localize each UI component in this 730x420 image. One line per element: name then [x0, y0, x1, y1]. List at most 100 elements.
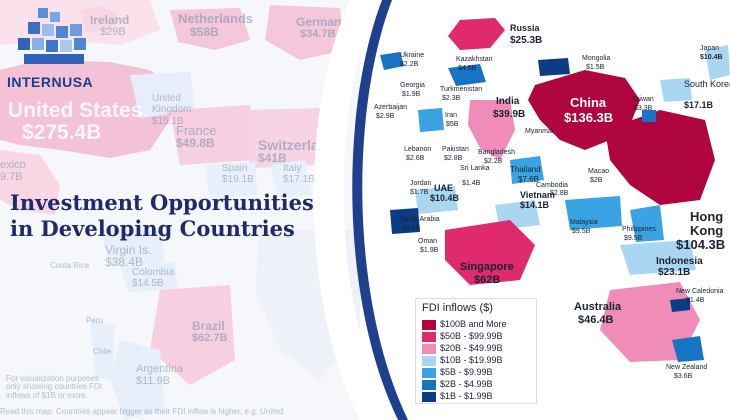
indonesia-value: $23.1B — [658, 267, 691, 278]
vietnam-value: $14.1B — [520, 200, 550, 210]
thailand-value: $7.6B — [518, 175, 539, 184]
us-label: United States — [8, 99, 143, 122]
india-value: $39.9B — [493, 109, 526, 120]
ukraine-label: Ukraine — [400, 52, 425, 59]
mongolia-label: Mongolia — [582, 55, 611, 62]
indonesia-label: Indonesia — [656, 256, 703, 267]
ireland-shape — [80, 6, 118, 32]
australia-label: Australia — [574, 301, 622, 313]
vietnam-label: Vietnam — [520, 190, 555, 200]
mongolia-value: $1.5B — [586, 64, 605, 71]
uae-value: $10.4B — [430, 193, 460, 203]
netherlands-value: $58B — [190, 25, 219, 39]
us-value: $275.4B — [22, 121, 102, 144]
newcaledonia-shape — [670, 298, 690, 312]
mongolia-shape — [538, 58, 570, 76]
legend-label: $5B - $9.99B — [440, 367, 493, 377]
thailand-shape — [510, 156, 544, 184]
mexico-value: 9.7B — [0, 171, 23, 183]
jordan-label: Jordan — [410, 180, 432, 187]
malaysia-value: $9.5B — [572, 228, 591, 235]
netherlands-shape — [170, 8, 250, 50]
newzealand-label: New Zealand — [666, 364, 708, 371]
legend-swatch — [422, 332, 436, 342]
azerbaijan-label: Azerbaijan — [374, 104, 408, 111]
saudi-shape — [390, 208, 420, 234]
lebanon-value: $2.6B — [406, 155, 425, 162]
indonesia-shape — [620, 240, 696, 275]
colombia-shape — [120, 262, 178, 292]
mexico-label: exico — [0, 159, 26, 171]
legend-label: $20B - $49.99B — [440, 343, 503, 353]
brazil-label: Brazil — [192, 319, 225, 333]
bangladesh-label: Bangladesh — [478, 149, 515, 156]
italy-shape — [270, 160, 312, 198]
philippines-label: Philippines — [622, 226, 656, 233]
read-note: Read this map: Countries appear bigger a… — [0, 407, 284, 416]
spain-value: $19.1B — [222, 174, 254, 185]
right-map-shapes — [380, 18, 730, 362]
jordan-value: $1.7B — [410, 189, 429, 196]
pakistan-label: Pakistan — [442, 146, 469, 153]
azerbaijan-value: $2.9B — [376, 113, 395, 120]
russia-shape — [448, 18, 505, 50]
saudi-value: $1.4B — [402, 225, 421, 232]
hongkong-label-2: Kong — [690, 223, 724, 238]
germany-shape — [265, 5, 345, 60]
singapore-value: $62B — [474, 274, 501, 286]
legend-swatch — [422, 368, 436, 378]
right-map-panel: Russia $25.3B Japan $10.4B Ukraine $2.2B… — [360, 0, 730, 420]
macao-label: Macao — [588, 168, 610, 175]
visualization-note: For visualization purposes only showing … — [6, 374, 103, 400]
myanmar-label: Myanmar — [525, 128, 555, 135]
malaysia-label: Malaysia — [570, 219, 598, 226]
headline-line-2: in Developing Countries — [10, 216, 295, 241]
legend-swatch — [422, 392, 436, 402]
iran-value: $5B — [446, 121, 459, 128]
india-shape — [468, 100, 515, 160]
newzealand-value: $3.6B — [674, 373, 693, 380]
uae-label: UAE — [434, 183, 454, 193]
chile-shape — [90, 320, 115, 380]
spain-label: Spain — [222, 163, 248, 174]
japan-shape — [705, 45, 730, 80]
lebanon-label: Lebanon — [404, 146, 432, 153]
chile-label: Chile — [93, 347, 112, 356]
brazil-value: $62.7B — [192, 332, 228, 344]
legend-label: $100B and More — [440, 319, 507, 329]
mexico-shape — [0, 150, 60, 215]
brazil-shape — [150, 285, 235, 385]
australia-value: $46.4B — [578, 314, 614, 326]
singapore-label: Singapore — [460, 261, 514, 273]
srilanka-value: $1.4B — [462, 180, 481, 187]
singapore-shape — [445, 220, 535, 285]
iran-shape — [418, 108, 444, 132]
legend-item: $20B - $49.99B — [422, 343, 534, 355]
ukraine-value: $2.2B — [400, 61, 419, 68]
headline-line-1: Investment Opportunities — [10, 190, 314, 215]
legend-item: $10B - $19.99B — [422, 355, 534, 367]
italy-value: $17.1B — [283, 174, 315, 185]
newcaledonia-value: $1.4B — [686, 297, 705, 304]
legend-swatch — [422, 356, 436, 366]
southkorea-shape — [660, 78, 692, 102]
iran-label: Iran — [445, 112, 458, 119]
legend-swatch — [422, 320, 436, 330]
legend-item: $100B and More — [422, 319, 534, 331]
cambodia-value: $2.8B — [550, 190, 569, 197]
hongkong-shape — [605, 110, 715, 205]
southkorea-label: South Korea — [684, 79, 730, 89]
kazakhstan-label: Kazakhstan — [456, 56, 493, 63]
ireland-value: $29B — [100, 26, 126, 38]
italy-label: Italy — [283, 163, 302, 174]
france-label: France — [176, 123, 217, 138]
oman-value: $1.9B — [420, 247, 439, 254]
argentina-value: $11.9B — [136, 375, 171, 387]
georgia-label: Georgia — [400, 82, 425, 89]
turkmenistan-value: $2.3B — [442, 95, 461, 102]
colombia-value: $14.5B — [132, 278, 164, 289]
legend-label: $1B - $1.99B — [440, 391, 493, 401]
switzerland-shape — [245, 108, 320, 168]
france-value: $49.8B — [176, 136, 215, 150]
